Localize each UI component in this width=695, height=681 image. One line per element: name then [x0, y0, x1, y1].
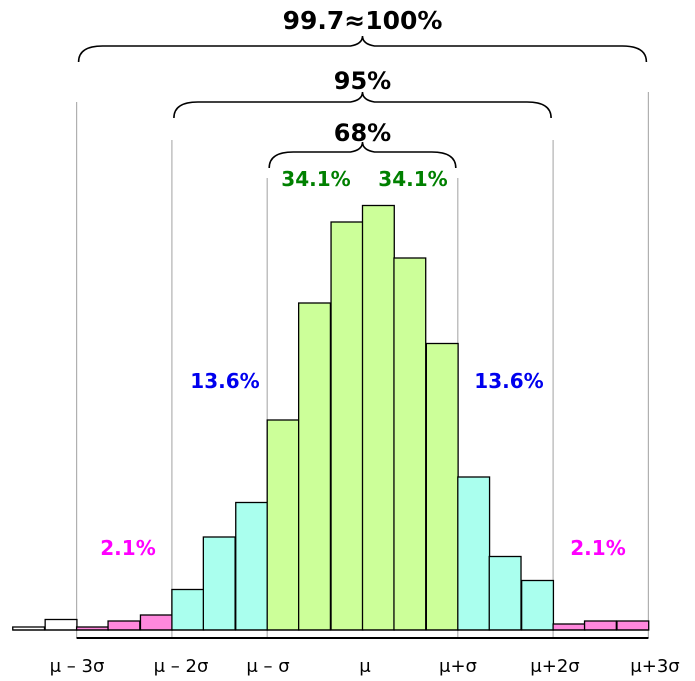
x-tick-label: μ – 3σ: [50, 656, 105, 677]
sigma-gridlines: [75, 92, 650, 638]
x-tick-label: μ – σ: [246, 656, 289, 677]
histogram-bar: [171, 588, 205, 631]
histogram-bar: [457, 476, 491, 631]
coverage-bracket: [173, 91, 552, 119]
percent-label: 13.6%: [190, 369, 259, 393]
histogram-bars: [12, 204, 650, 631]
histogram-bar: [393, 257, 427, 631]
x-axis: μ – 3σ μ – 2σ μ – σ μ μ+σ μ+2σ μ+3σ: [12, 629, 680, 677]
histogram-bar: [139, 614, 173, 631]
histogram-bar: [521, 579, 555, 631]
x-tick-label: μ+σ: [439, 656, 477, 677]
percent-label: 34.1%: [281, 167, 350, 191]
histogram-bar: [266, 419, 300, 631]
coverage-bracket: [77, 35, 648, 63]
bracket-label: 95%: [334, 67, 391, 95]
percent-label: 2.1%: [570, 536, 625, 560]
histogram-bar: [330, 221, 364, 631]
histogram-bar: [107, 620, 141, 631]
x-tick-label: μ – 2σ: [154, 656, 209, 677]
percent-label: 34.1%: [378, 167, 447, 191]
x-tick-label: μ+2σ: [530, 656, 579, 677]
histogram-bar: [616, 620, 650, 631]
histogram-bar: [583, 620, 617, 631]
coverage-brackets: 99.7≈100% 95% 68%: [77, 6, 648, 169]
bracket-label: 99.7≈100%: [283, 6, 443, 35]
histogram-bar: [361, 204, 395, 631]
x-tick-label: μ: [359, 656, 371, 677]
histogram-bar: [44, 618, 78, 631]
percent-label: 13.6%: [474, 369, 543, 393]
percent-labels: 34.1% 34.1% 13.6% 13.6% 2.1% 2.1%: [100, 167, 625, 560]
histogram-bar: [552, 623, 586, 631]
bracket-label: 68%: [334, 119, 391, 147]
histogram-bar: [202, 536, 236, 631]
percent-label: 2.1%: [100, 536, 155, 560]
x-tick-label: μ+3σ: [630, 656, 679, 677]
coverage-bracket: [268, 141, 457, 169]
histogram-bar: [425, 342, 459, 631]
histogram-bar: [235, 501, 269, 631]
histogram-bar: [488, 555, 522, 631]
histogram-bar: [297, 302, 332, 631]
